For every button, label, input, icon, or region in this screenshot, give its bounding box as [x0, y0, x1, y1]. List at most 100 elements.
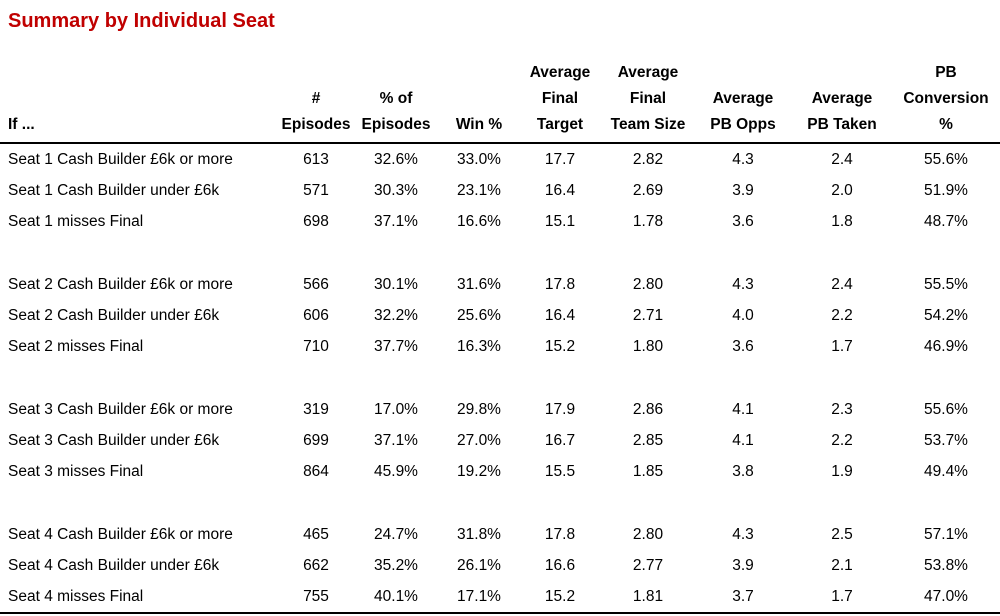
cell-avg-pb-opps: 3.7: [732, 587, 754, 605]
row-label: Seat 3 Cash Builder under £6k: [8, 431, 220, 449]
cell-win-pct: 31.8%: [457, 525, 501, 543]
column-header-line: Episodes: [281, 116, 351, 133]
cell-avg-final-team-size: 1.85: [632, 462, 664, 480]
cell-pb-conversion-pct: 55.6%: [924, 400, 968, 418]
cell-avg-pb-opps: 3.6: [732, 337, 754, 355]
cell-avg-pb-taken: 1.7: [831, 337, 853, 355]
row-label: Seat 3 Cash Builder £6k or more: [8, 400, 233, 418]
cell-win-pct: 23.1%: [457, 181, 501, 199]
column-header-line: Episodes: [361, 116, 431, 133]
cell-avg-pb-opps: 3.6: [732, 212, 754, 230]
table-row: Seat 1 misses Final 698 37.1% 16.6% 15.1 1.78…: [0, 206, 1000, 237]
column-header-line: Average: [712, 90, 774, 107]
cell-pct-of-episodes: 30.1%: [374, 275, 418, 293]
cell-win-pct: 19.2%: [457, 462, 501, 480]
cell-avg-final-team-size: 2.77: [632, 556, 664, 574]
column-header-avg-pb-taken: Average PB Taken: [792, 34, 892, 144]
column-header-line: Team Size: [610, 116, 686, 133]
group-spacer-row: [0, 362, 1000, 394]
cell-win-pct: 25.6%: [457, 306, 501, 324]
table-row: Seat 4 Cash Builder under £6k 662 35.2% 26.…: [0, 550, 1000, 581]
cell-avg-pb-opps: 4.0: [732, 306, 754, 324]
cell-avg-final-target: 17.7: [544, 150, 576, 168]
group-spacer-row: [0, 487, 1000, 519]
cell-episodes: 864: [303, 462, 329, 480]
cell-avg-pb-taken: 2.0: [831, 181, 853, 199]
column-header-line: Target: [536, 116, 584, 133]
cell-avg-final-target: 16.4: [544, 306, 576, 324]
cell-avg-final-team-size: 2.71: [632, 306, 664, 324]
group-spacer-row: [0, 237, 1000, 269]
cell-avg-final-target: 15.2: [544, 587, 576, 605]
column-header-line: PB Taken: [807, 116, 877, 133]
cell-avg-final-team-size: 1.80: [632, 337, 664, 355]
cell-avg-pb-opps: 3.9: [732, 556, 754, 574]
column-header-avg-final-team-size: Average Final Team Size: [602, 34, 694, 144]
cell-win-pct: 33.0%: [457, 150, 501, 168]
group-spacer-cell: [0, 362, 1000, 394]
cell-pct-of-episodes: 37.7%: [374, 337, 418, 355]
cell-win-pct: 26.1%: [457, 556, 501, 574]
cell-avg-pb-taken: 2.4: [831, 150, 853, 168]
cell-pct-of-episodes: 17.0%: [374, 400, 418, 418]
cell-avg-pb-taken: 2.3: [831, 400, 853, 418]
cell-pct-of-episodes: 35.2%: [374, 556, 418, 574]
cell-avg-final-team-size: 1.81: [632, 587, 664, 605]
cell-pct-of-episodes: 40.1%: [374, 587, 418, 605]
cell-pb-conversion-pct: 54.2%: [924, 306, 968, 324]
cell-pct-of-episodes: 45.9%: [374, 462, 418, 480]
cell-pct-of-episodes: 30.3%: [374, 181, 418, 199]
cell-avg-pb-opps: 4.1: [732, 400, 754, 418]
column-header-line: % of: [379, 90, 413, 107]
page-title: Summary by Individual Seat: [8, 10, 275, 32]
column-header-line: Win %: [455, 116, 503, 133]
cell-avg-final-team-size: 2.85: [632, 431, 664, 449]
cell-episodes: 698: [303, 212, 329, 230]
table-row: Seat 1 Cash Builder £6k or more 613 32.6% 3…: [0, 143, 1000, 175]
cell-win-pct: 27.0%: [457, 431, 501, 449]
cell-avg-final-team-size: 2.80: [632, 275, 664, 293]
cell-avg-pb-taken: 2.5: [831, 525, 853, 543]
cell-avg-final-target: 17.8: [544, 525, 576, 543]
cell-avg-pb-opps: 4.1: [732, 431, 754, 449]
row-label: Seat 3 misses Final: [8, 462, 144, 480]
column-header-pb-conversion-pct: PB Conversion%: [892, 34, 1000, 144]
cell-episodes: 613: [303, 150, 329, 168]
cell-episodes: 319: [303, 400, 329, 418]
cell-avg-final-target: 17.8: [544, 275, 576, 293]
cell-avg-pb-taken: 2.1: [831, 556, 853, 574]
cell-avg-final-target: 16.6: [544, 556, 576, 574]
row-label: Seat 1 Cash Builder under £6k: [8, 181, 220, 199]
column-header-line: PB Opps: [710, 116, 776, 133]
cell-pb-conversion-pct: 53.8%: [924, 556, 968, 574]
summary-by-seat-table: If ... # Episodes % of Episodes Win % Average F…: [0, 34, 1000, 614]
column-header-line: Average: [529, 64, 591, 81]
cell-avg-final-team-size: 1.78: [632, 212, 664, 230]
cell-pb-conversion-pct: 51.9%: [924, 181, 968, 199]
cell-pct-of-episodes: 24.7%: [374, 525, 418, 543]
cell-avg-final-team-size: 2.69: [632, 181, 664, 199]
cell-avg-final-target: 15.2: [544, 337, 576, 355]
cell-avg-pb-opps: 4.3: [732, 525, 754, 543]
cell-episodes: 710: [303, 337, 329, 355]
column-header-line: %: [939, 116, 953, 133]
cell-avg-final-target: 15.5: [544, 462, 576, 480]
group-spacer-cell: [0, 487, 1000, 519]
group-spacer-cell: [0, 237, 1000, 269]
cell-pct-of-episodes: 32.6%: [374, 150, 418, 168]
row-label: Seat 4 Cash Builder £6k or more: [8, 525, 233, 543]
cell-pct-of-episodes: 32.2%: [374, 306, 418, 324]
cell-win-pct: 16.6%: [457, 212, 501, 230]
cell-avg-final-target: 15.1: [544, 212, 576, 230]
cell-avg-pb-taken: 2.2: [831, 431, 853, 449]
row-label: Seat 1 Cash Builder £6k or more: [8, 150, 233, 168]
cell-avg-final-target: 16.7: [544, 431, 576, 449]
cell-pb-conversion-pct: 53.7%: [924, 431, 968, 449]
column-header-episodes: # Episodes: [280, 34, 352, 144]
cell-episodes: 699: [303, 431, 329, 449]
cell-episodes: 755: [303, 587, 329, 605]
column-header-line: Final: [541, 90, 579, 107]
row-label: Seat 1 misses Final: [8, 212, 144, 230]
column-header-line: Final: [629, 90, 667, 107]
